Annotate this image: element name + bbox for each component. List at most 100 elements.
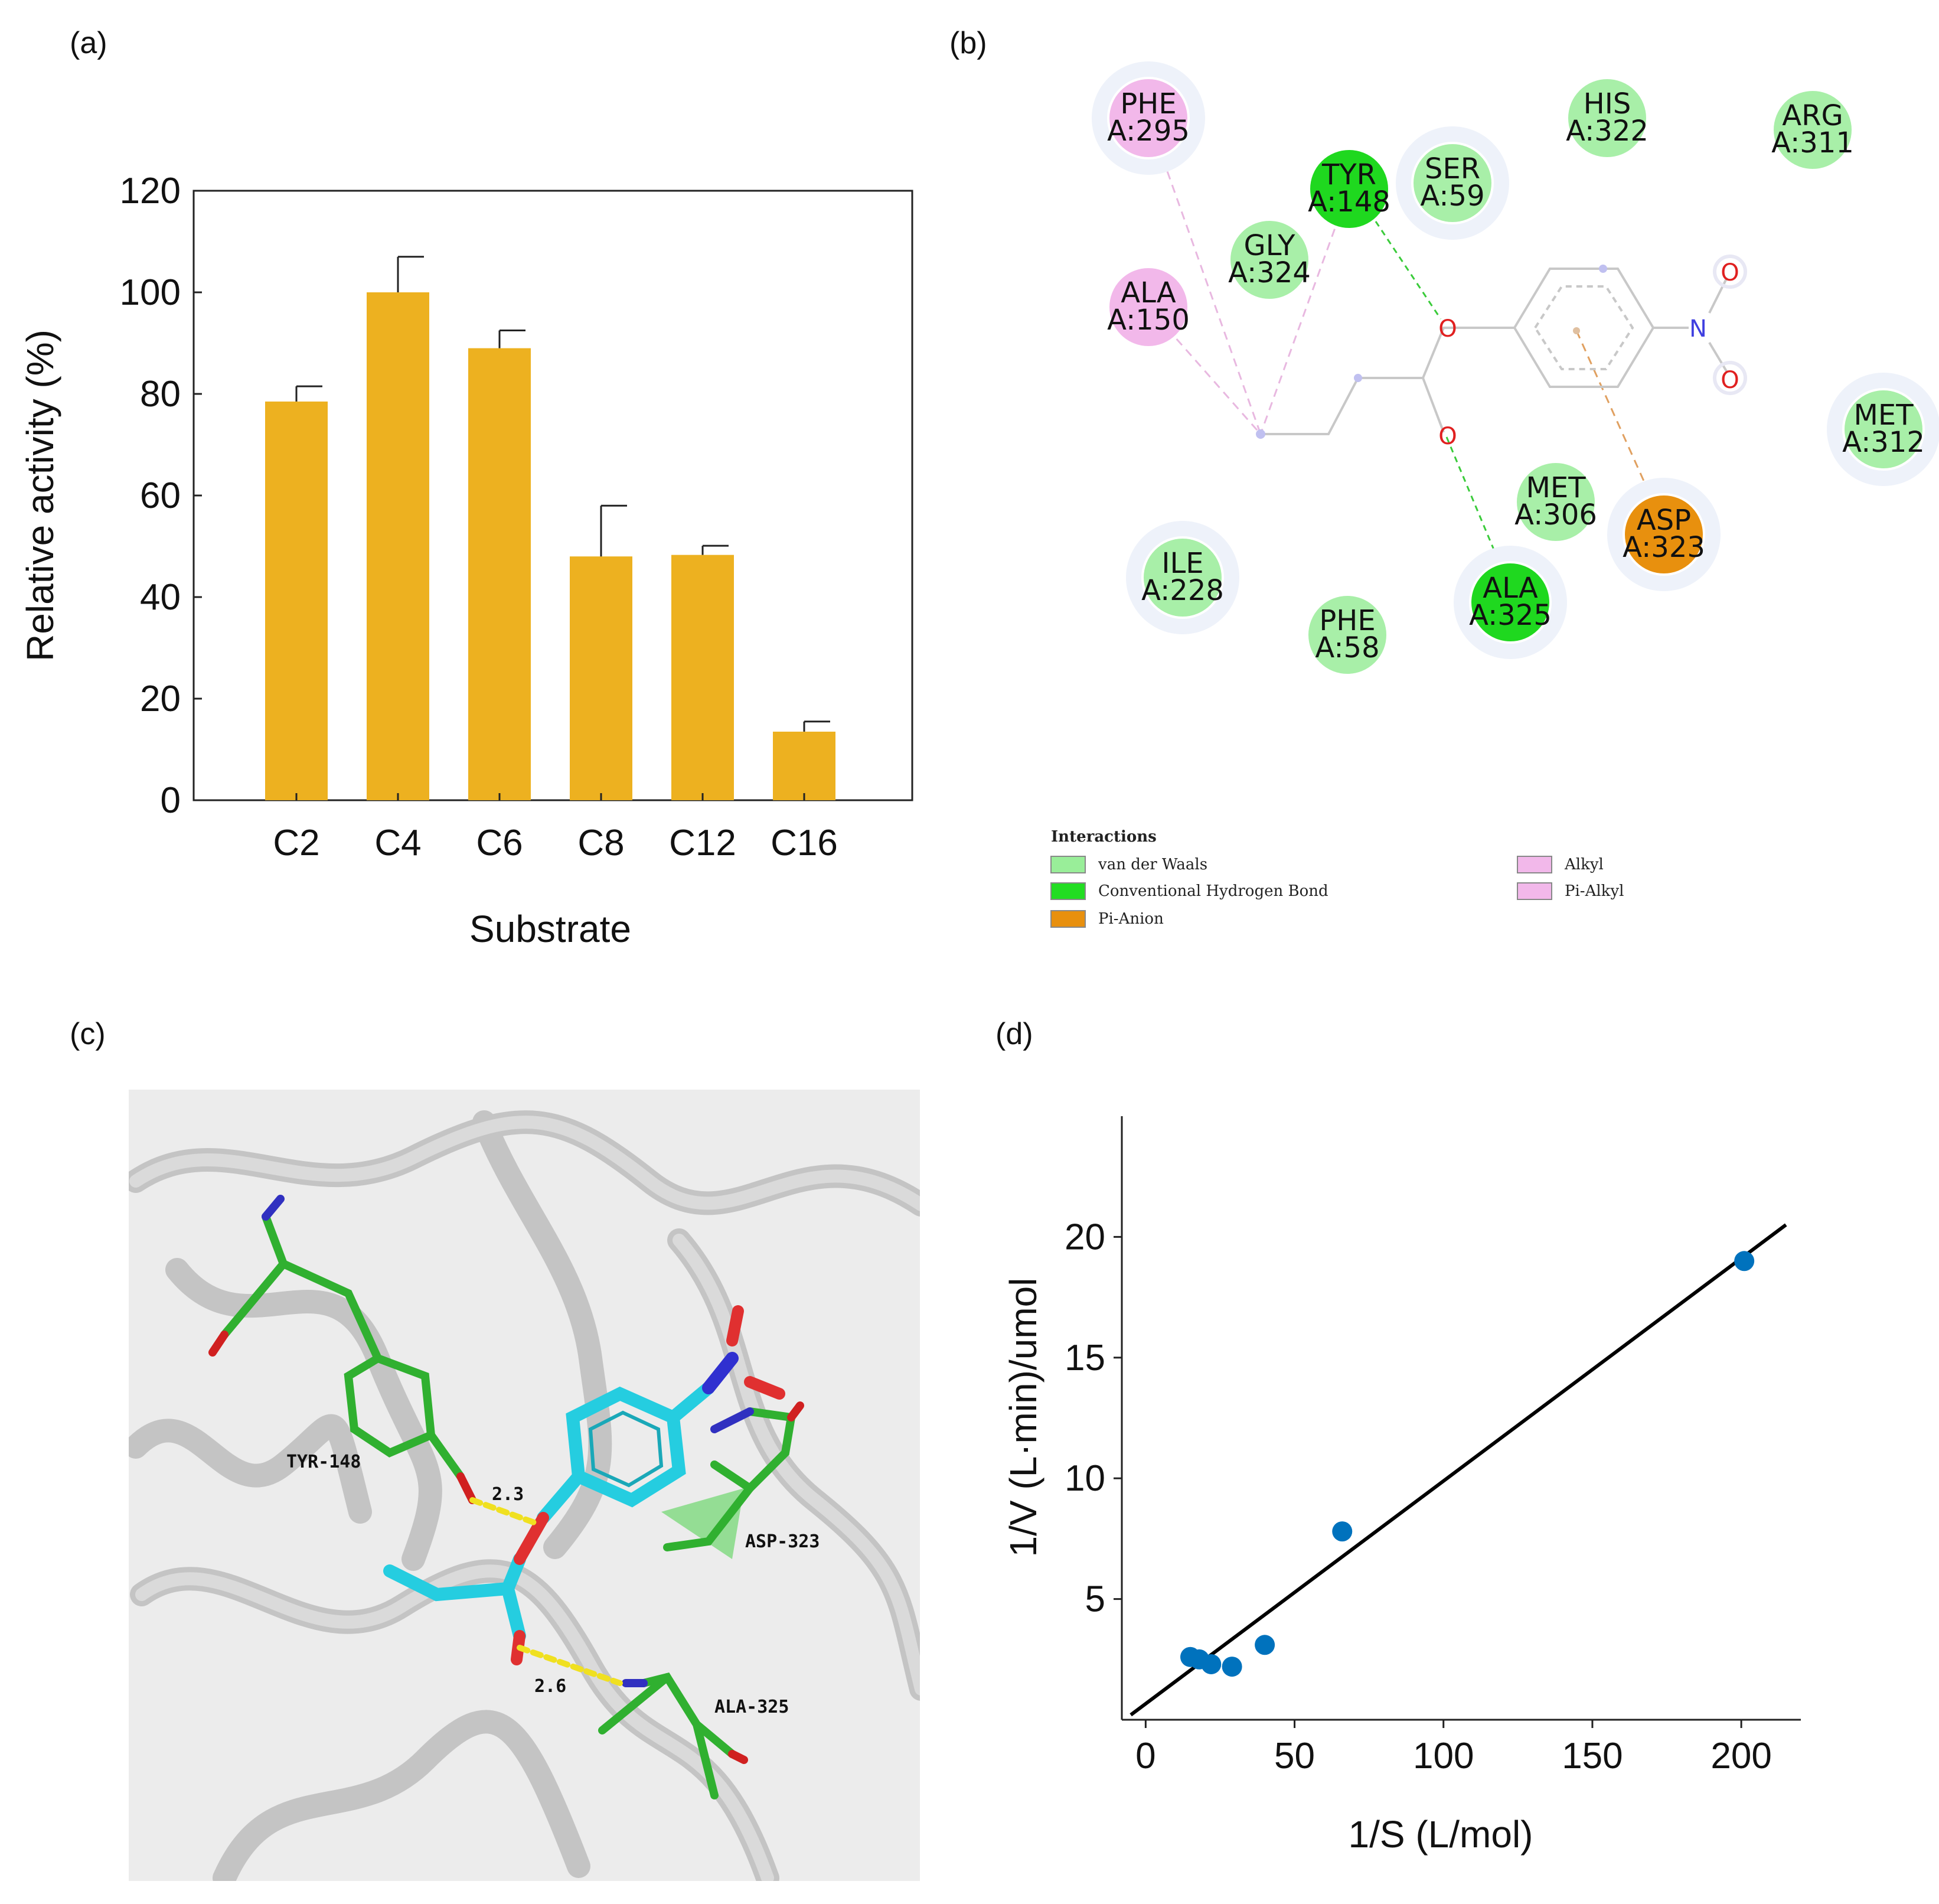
ala-o: [728, 1750, 748, 1764]
x-tick-label: C6: [476, 823, 523, 863]
bar-chart: C2 C4 C6 C8 C12 C16 0 20 40 60 80 100 120 Substrate…: [19, 171, 913, 950]
ring-centroid: [1573, 327, 1580, 334]
data-point: [1734, 1251, 1755, 1271]
x-tick-label: 0: [1135, 1736, 1155, 1776]
residue-number: A:228: [1141, 574, 1224, 607]
nitro-o1-bond: [1708, 277, 1728, 314]
residue-disc: [1514, 461, 1597, 543]
residue-name: MET: [1526, 471, 1586, 504]
residue-disc: [1308, 148, 1390, 230]
data-point: [1255, 1635, 1275, 1655]
scatter-chart: 0 50 100 150 200 5 10 15 20 1/S (L/mol) 1/V (L·…: [1002, 1116, 1801, 1856]
y-axis-title: Relative activity (%): [19, 330, 61, 661]
residue-name: ILE: [1161, 547, 1203, 580]
ala325-sticks: [598, 1672, 736, 1799]
atom-halo: [1713, 255, 1747, 289]
residue-name: ASP: [1637, 504, 1691, 537]
y-tick-label: 20: [1065, 1217, 1105, 1257]
bar-c16: [773, 731, 835, 800]
asp-n: [710, 1407, 754, 1433]
x-axis-title: 1/S (L/mol): [1349, 1813, 1533, 1856]
legend-swatch: [1050, 882, 1086, 900]
tyr148-sticks: [220, 1212, 465, 1481]
legend-label: van der Waals: [1098, 856, 1207, 873]
x-tick-label: C4: [374, 823, 421, 863]
residue-disc: [1141, 536, 1224, 619]
atom-o-nitro-1: O: [1721, 259, 1739, 286]
interaction-diagram: O O N O O PHEA:295ALAA:150TYRA:148GLYA:3…: [1050, 61, 1939, 928]
atom-o-carbonyl: O: [1438, 423, 1457, 450]
ligand-nitro-n: [702, 1352, 739, 1394]
atom-o-nitro-2: O: [1721, 367, 1739, 394]
ligand-chain: [1261, 327, 1514, 435]
residue-disc: [1842, 388, 1925, 471]
y-axis-title: 1/V (L·min)/umol: [1002, 1278, 1044, 1557]
x-tick-label: 150: [1562, 1736, 1623, 1776]
panel-label-d: (d): [995, 1017, 1033, 1051]
residue-number: A:148: [1308, 185, 1390, 219]
residue-number: A:59: [1420, 180, 1484, 213]
ligand: [1261, 268, 1728, 435]
label-asp323: ASP-323: [745, 1531, 820, 1552]
legend-label: Pi-Anion: [1098, 910, 1164, 928]
legend-swatch: [1050, 856, 1086, 873]
residue-disc: [1771, 89, 1854, 171]
residue-name: ALA: [1121, 276, 1176, 309]
x-tick-label: 100: [1413, 1736, 1474, 1776]
hbond-ala: [517, 1645, 623, 1686]
y-tick-label: 15: [1065, 1338, 1105, 1378]
y-tick-label: 80: [140, 374, 181, 415]
legend-title: Interactions: [1051, 828, 1157, 846]
pi-anion-line: [1575, 330, 1654, 503]
hbond-tyr: [469, 1497, 540, 1527]
residue-number: A:322: [1566, 115, 1649, 148]
carbonyl-bond: [1422, 377, 1445, 433]
residue-name: ARG: [1782, 99, 1843, 132]
residue-number: A:295: [1107, 115, 1190, 148]
y-tick-label: 20: [140, 679, 181, 719]
bar-c8: [570, 556, 632, 800]
atom-o-ester: O: [1438, 315, 1457, 343]
tyr-oh: [456, 1472, 476, 1504]
residue-number: A:312: [1842, 426, 1925, 459]
atom-halo: [1713, 361, 1747, 395]
x-tick-label: C2: [273, 823, 319, 863]
alkyl-line-2: [1259, 188, 1350, 435]
x-tick-label: 50: [1274, 1736, 1315, 1776]
x-axis-title: Substrate: [469, 908, 631, 950]
nitro-o2-bond: [1708, 341, 1728, 373]
panel-label-c: (c): [70, 1017, 106, 1051]
residue-name: HIS: [1584, 87, 1631, 120]
distance-1: 2.3: [492, 1484, 524, 1505]
residue-number: A:311: [1771, 126, 1854, 159]
residue-number: A:150: [1107, 304, 1190, 337]
label-ala325: ALA-325: [714, 1697, 789, 1717]
data-point: [1201, 1654, 1222, 1674]
residue-number: A:325: [1469, 599, 1552, 632]
residue-number: A:58: [1315, 631, 1379, 664]
bar-c12: [671, 555, 734, 800]
residue-number: A:306: [1514, 498, 1597, 532]
y-tick-label: 40: [140, 577, 181, 618]
asp-o: [787, 1401, 804, 1422]
residue-disc: [1566, 77, 1649, 159]
residue-name: GLY: [1244, 229, 1296, 262]
bar-c6: [468, 348, 531, 800]
legend-label: Conventional Hydrogen Bond: [1098, 882, 1328, 900]
y-tick-label: 0: [161, 780, 181, 821]
residue-name: MET: [1853, 399, 1914, 432]
fit-line: [1130, 1223, 1787, 1717]
panel-label-b: (b): [949, 26, 987, 60]
ligand-atom: [1599, 265, 1607, 273]
